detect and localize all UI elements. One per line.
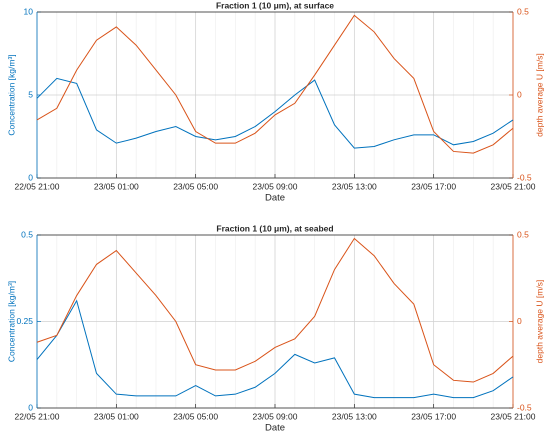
series-line xyxy=(36,77,514,149)
y2-tick-label: 0 xyxy=(517,89,522,99)
x-tick-label: 23/05 21:00 xyxy=(491,411,536,421)
y-tick-label: 0 xyxy=(28,172,33,182)
y2-tick-label: 0 xyxy=(517,316,522,326)
x-tick-label: 23/05 17:00 xyxy=(411,411,456,421)
x-tick-label: 23/05 17:00 xyxy=(411,181,456,191)
x-tick-label: 22/05 21:00 xyxy=(15,181,60,191)
chart-title: Fraction 1 (10 μm), at seabed xyxy=(216,223,333,233)
y-tick-label: 10 xyxy=(24,6,34,16)
x-tick-label: 23/05 05:00 xyxy=(173,411,218,421)
y2-axis-label: depth average U [m/s] xyxy=(534,53,544,137)
y-tick-label: 0.5 xyxy=(21,229,33,239)
series-line xyxy=(36,14,514,154)
x-tick-label: 23/05 01:00 xyxy=(94,411,139,421)
y2-tick-label: -0.5 xyxy=(517,172,532,182)
x-tick-label: 23/05 01:00 xyxy=(94,181,139,191)
y-axis-label: Concentration [kg/m³] xyxy=(6,281,16,362)
series-line xyxy=(36,299,514,399)
x-tick-label: 23/05 13:00 xyxy=(332,411,377,421)
x-tick-label: 23/05 21:00 xyxy=(491,181,536,191)
x-axis-label: Date xyxy=(265,193,285,204)
y2-tick-label: 0.5 xyxy=(517,6,529,16)
y-tick-label: 0.25 xyxy=(16,316,33,326)
y-axis-label: Concentration [kg/m³] xyxy=(6,54,16,135)
x-tick-label: 23/05 05:00 xyxy=(173,181,218,191)
chart-title: Fraction 1 (10 μm), at surface xyxy=(216,0,334,10)
x-tick-label: 23/05 09:00 xyxy=(253,411,298,421)
y2-axis-label: depth average U [m/s] xyxy=(534,280,544,364)
y-tick-label: 5 xyxy=(28,89,33,99)
y2-tick-label: 0.5 xyxy=(517,229,529,239)
series-line xyxy=(36,237,514,383)
y-tick-label: 0 xyxy=(28,402,33,412)
x-tick-label: 23/05 13:00 xyxy=(332,181,377,191)
y2-tick-label: -0.5 xyxy=(517,402,532,412)
x-tick-label: 23/05 09:00 xyxy=(253,181,298,191)
x-axis-label: Date xyxy=(265,423,285,434)
x-tick-label: 22/05 21:00 xyxy=(15,411,60,421)
